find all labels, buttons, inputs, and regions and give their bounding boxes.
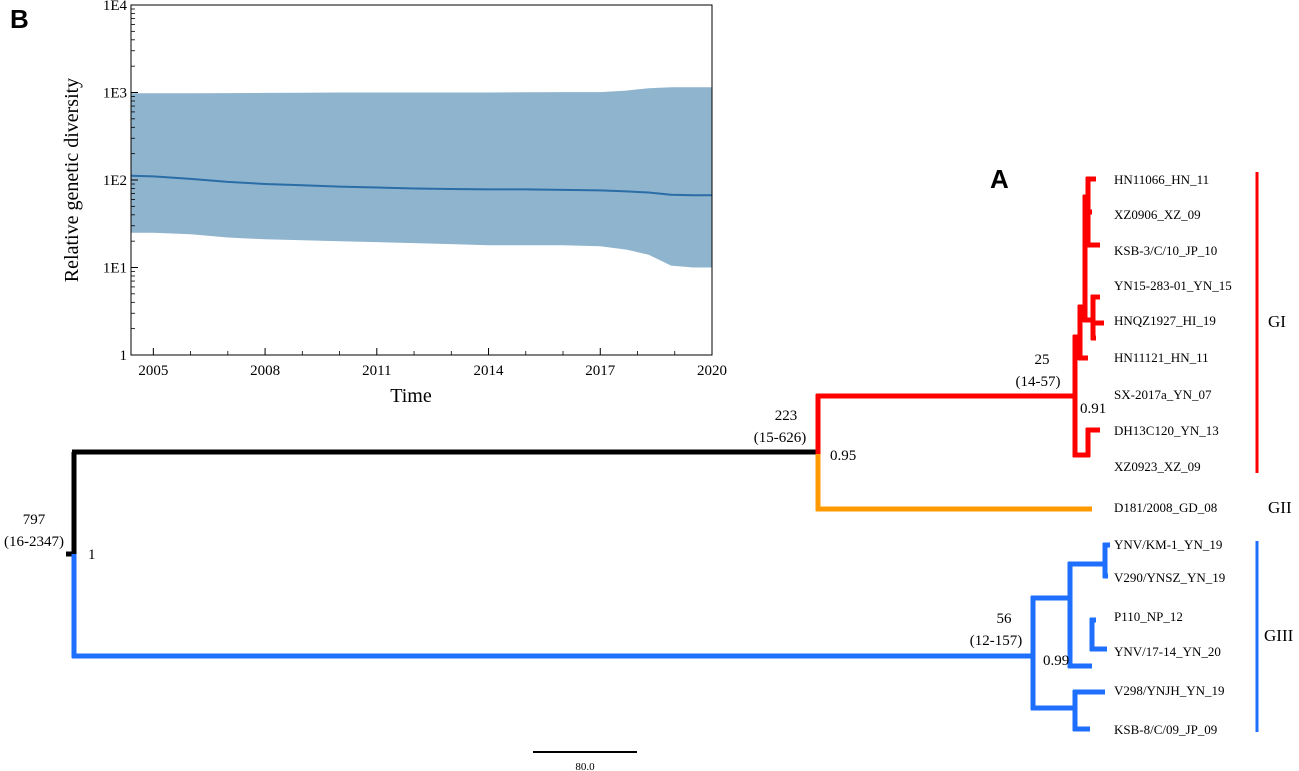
scale-bar: 80.0 <box>533 751 637 771</box>
taxon-label: KSB-3/C/10_JP_10 <box>1114 243 1217 258</box>
y-tick-label: 1E2 <box>103 173 127 189</box>
panel-b: B 1 1E1 1E2 1E3 1E4 2005 2008 2011 2014 2017 2020… <box>10 0 727 407</box>
x-tick-label: 2020 <box>697 363 727 379</box>
panel-a: A <box>4 164 1294 771</box>
panel-a-letter: A <box>990 164 1009 194</box>
giii-clade-label: GIII <box>1264 626 1294 645</box>
giii-age: 56 <box>997 611 1013 627</box>
taxon-label: XZ0906_XZ_09 <box>1114 207 1201 222</box>
taxon-label: XZ0923_XZ_09 <box>1114 459 1201 474</box>
backbone-branches <box>66 449 820 557</box>
gi-hpd: (14-57) <box>1016 374 1061 390</box>
median-line <box>130 174 712 197</box>
root-age: 797 <box>23 512 46 528</box>
taxon-label: HN11121_HN_11 <box>1114 350 1209 365</box>
y-tick-label: 1E3 <box>103 86 127 102</box>
taxon-label: KSB-8/C/09_JP_09 <box>1114 722 1217 737</box>
x-axis-ticks: 2005 2008 2011 2014 2017 2020 <box>138 348 727 379</box>
root-hpd: (16-2347) <box>4 534 64 550</box>
gi-clade-label: GI <box>1268 312 1286 331</box>
tip-labels: HN11066_HN_11 XZ0906_XZ_09 KSB-3/C/10_JP… <box>1114 172 1232 737</box>
x-tick-label: 2014 <box>474 363 505 379</box>
x-tick-label: 2005 <box>138 363 168 379</box>
giii-hpd: (12-157) <box>970 633 1023 649</box>
gi-age: 25 <box>1035 352 1050 368</box>
taxon-label: HN11066_HN_11 <box>1114 172 1209 187</box>
taxon-label: V298/YNJH_YN_19 <box>1114 683 1225 698</box>
skyline-plot: 1 1E1 1E2 1E3 1E4 2005 2008 2011 2014 2017 2020 <box>103 0 727 379</box>
taxon-label: YNV/17-14_YN_20 <box>1114 644 1221 659</box>
taxon-label: YN15-283-01_YN_15 <box>1114 278 1232 293</box>
x-tick-label: 2008 <box>250 363 280 379</box>
panel-b-letter: B <box>10 4 29 34</box>
taxon-label: DH13C120_YN_13 <box>1114 423 1219 438</box>
clade-annotations: GI GII GIII <box>1255 172 1294 732</box>
gi-gii-hpd: (15-626) <box>754 430 807 446</box>
scale-bar-label: 80.0 <box>575 761 595 771</box>
gii-branches <box>815 452 1092 512</box>
taxon-label: SX-2017a_YN_07 <box>1114 387 1212 402</box>
giii-branches <box>71 542 1110 732</box>
taxon-label: D181/2008_GD_08 <box>1114 500 1217 515</box>
x-tick-label: 2011 <box>362 363 391 379</box>
taxon-label: YNV/KM-1_YN_19 <box>1114 537 1222 552</box>
y-tick-label: 1E4 <box>103 0 128 14</box>
taxon-label: HNQZ1927_HI_19 <box>1114 313 1216 328</box>
x-axis-title: Time <box>390 385 432 407</box>
root-support: 1 <box>88 547 96 563</box>
y-tick-label: 1 <box>120 348 128 364</box>
gi-support: 0.91 <box>1080 401 1106 417</box>
hpd-band <box>131 87 712 268</box>
taxon-label: V290/YNSZ_YN_19 <box>1114 570 1225 585</box>
gi-branches <box>815 176 1104 458</box>
gii-clade-label: GII <box>1268 498 1292 517</box>
giii-support: 0.99 <box>1043 653 1069 669</box>
taxon-label: P110_NP_12 <box>1114 609 1183 624</box>
y-axis-ticks: 1 1E1 1E2 1E3 1E4 <box>103 0 138 364</box>
x-tick-label: 2017 <box>585 363 616 379</box>
y-tick-label: 1E1 <box>103 261 127 277</box>
gi-gii-support: 0.95 <box>830 448 856 464</box>
node-annotations: 797 (16-2347) 1 223 (15-626) 0.95 25 (14… <box>4 352 1106 669</box>
y-axis-title: Relative genetic diversity <box>61 78 83 282</box>
gi-gii-age: 223 <box>775 408 798 424</box>
